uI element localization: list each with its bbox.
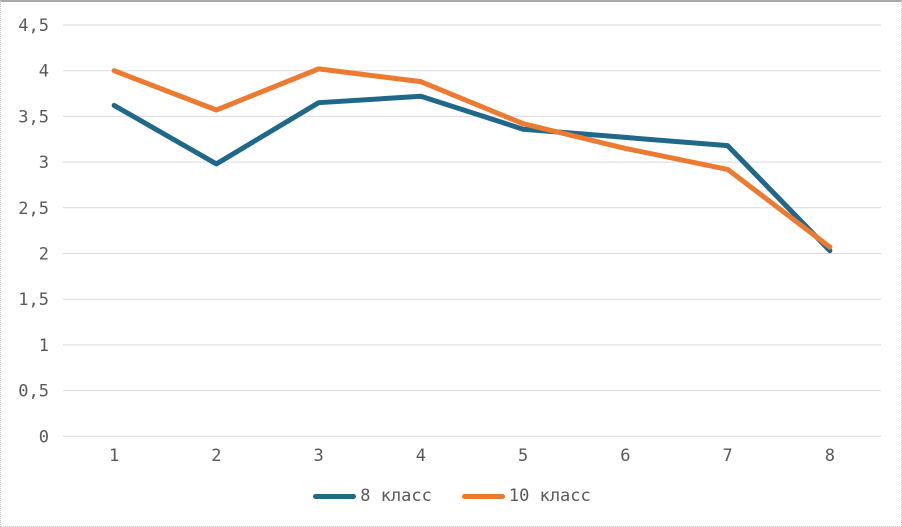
x-axis-tick-label: 4 xyxy=(416,446,426,466)
y-axis-tick-label: 2 xyxy=(39,245,49,265)
x-axis-tick-label: 6 xyxy=(620,446,630,466)
legend-line-swatch xyxy=(461,493,505,499)
y-axis-tick-label: 4 xyxy=(39,62,49,82)
y-axis-tick-label: 2,5 xyxy=(18,199,49,219)
x-axis-tick-label: 1 xyxy=(109,446,119,466)
legend-label: 8 класс xyxy=(360,486,432,506)
x-axis-tick-label: 5 xyxy=(518,446,528,466)
x-axis-tick-label: 3 xyxy=(314,446,324,466)
x-axis-tick-label: 7 xyxy=(723,446,733,466)
x-axis-tick-label: 8 xyxy=(825,446,835,466)
y-axis-tick-label: 4,5 xyxy=(18,16,49,36)
series-line-1 xyxy=(111,66,833,250)
y-axis-tick-label: 3 xyxy=(39,153,49,173)
chart-legend: 8 класс 10 класс xyxy=(1,484,901,508)
x-axis-tick-label: 2 xyxy=(211,446,221,466)
legend-item-0: 8 класс xyxy=(313,484,432,508)
legend-label: 10 класс xyxy=(508,486,591,506)
y-axis-tick-label: 1,5 xyxy=(18,290,49,310)
legend-item-1: 10 класс xyxy=(461,484,591,508)
series-line-0 xyxy=(111,93,833,254)
y-axis-tick-label: 3,5 xyxy=(18,107,49,127)
legend-line-swatch xyxy=(313,493,357,499)
y-axis-tick-label: 0 xyxy=(39,427,49,447)
y-axis-tick-label: 0,5 xyxy=(18,382,49,402)
y-axis-tick-label: 1 xyxy=(39,336,49,356)
